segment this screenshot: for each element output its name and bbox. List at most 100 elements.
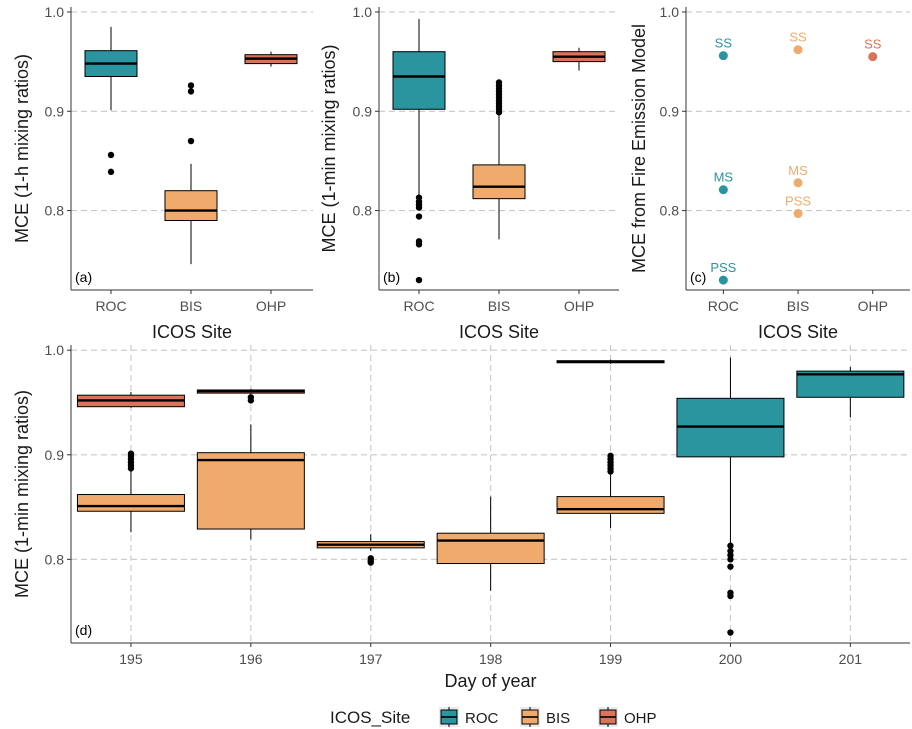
y-axis-label: MCE (1-min mixing ratios)	[12, 390, 32, 598]
scatter-point	[793, 178, 803, 188]
panel-b: 0.8 0.9 1.0 ROC BIS OHP ICOS Site MCE (1-min mi…	[319, 4, 619, 342]
panel-label: (c)	[690, 269, 706, 285]
outlier-point	[495, 79, 503, 86]
point-ROC-MS: MS	[714, 170, 734, 195]
y-tick-label: 0.9	[45, 447, 65, 463]
x-tick-label: 196	[239, 651, 263, 667]
y-tick-label: 0.8	[660, 203, 680, 219]
legend-title: ICOS_Site	[330, 708, 410, 727]
outlier-point	[187, 88, 195, 95]
point-label: SS	[864, 37, 882, 52]
legend-label: BIS	[546, 710, 570, 727]
y-tick-label: 1.0	[45, 4, 65, 20]
y-tick-label: 0.9	[45, 103, 65, 119]
x-tick-label: OHP	[858, 298, 888, 314]
box-ROC-200	[676, 357, 785, 636]
box-BIS-196	[196, 424, 305, 540]
x-tick-label: 197	[359, 651, 383, 667]
y-tick-label: 1.0	[660, 4, 680, 20]
x-tick-label: 200	[719, 651, 743, 667]
box-BIS-195	[76, 450, 185, 533]
outlier-point	[107, 151, 115, 159]
point-ROC-PSS: PSS	[710, 260, 737, 285]
point-label: SS	[789, 30, 807, 45]
x-axis-label: ICOS Site	[758, 322, 838, 342]
box-body	[472, 164, 526, 200]
y-tick-label: 0.9	[353, 103, 373, 119]
box-BIS	[164, 82, 218, 265]
x-tick-label: OHP	[256, 298, 286, 314]
legend: ICOS_Site ROC BIS OHP	[330, 707, 657, 727]
legend-item-ohp: OHP	[598, 707, 657, 727]
point-label: PSS	[710, 260, 736, 275]
legend-item-roc: ROC	[439, 707, 499, 727]
x-tick-label: BIS	[787, 298, 810, 314]
point-label: PSS	[785, 194, 811, 209]
outlier-point	[727, 563, 734, 570]
x-tick-label: ROC	[403, 298, 434, 314]
y-tick-label: 0.9	[660, 103, 680, 119]
outlier-point	[187, 82, 195, 89]
legend-item-bis: BIS	[520, 707, 570, 727]
box-body	[392, 51, 446, 110]
outlier-point	[727, 592, 734, 600]
box-ROC	[84, 26, 138, 176]
scatter-point	[793, 45, 803, 55]
box-body	[196, 452, 305, 530]
box-body	[436, 532, 545, 565]
point-ROC-SS: SS	[715, 36, 733, 61]
point-label: SS	[715, 36, 733, 51]
scatter-point	[718, 275, 728, 285]
outlier-point	[415, 213, 423, 220]
x-axis-label: ICOS Site	[152, 322, 232, 342]
y-tick-label: 0.8	[353, 203, 373, 219]
y-axis-label: MCE (1-h mixing ratios)	[12, 54, 32, 243]
x-tick-label: 199	[599, 651, 623, 667]
panel-label: (b)	[383, 269, 400, 285]
x-tick-label: 195	[119, 651, 143, 667]
outlier-point	[187, 137, 195, 145]
panel-label: (d)	[75, 622, 92, 638]
y-axis-label: MCE from Fire Emission Model	[629, 24, 649, 273]
x-tick-label: 201	[839, 651, 863, 667]
x-tick-label: ROC	[95, 298, 126, 314]
x-tick-label: BIS	[488, 298, 511, 314]
point-OHP-SS: SS	[864, 37, 882, 62]
box-body	[796, 370, 905, 398]
outlier-point	[727, 542, 734, 549]
box-OHP-196	[196, 388, 305, 404]
x-tick-label: 198	[479, 651, 503, 667]
box-BIS-197	[316, 534, 425, 566]
y-tick-label: 1.0	[353, 4, 373, 20]
point-label: MS	[788, 163, 808, 178]
box-ROC-199	[556, 359, 665, 364]
x-tick-label: OHP	[564, 298, 594, 314]
scatter-point	[718, 185, 728, 195]
outlier-point	[415, 276, 423, 284]
y-tick-label: 1.0	[45, 342, 65, 358]
box-body	[76, 494, 185, 512]
point-BIS-SS: SS	[789, 30, 807, 55]
box-ROC	[392, 18, 446, 284]
box-BIS-198	[436, 496, 545, 591]
panel-c: 0.8 0.9 1.0 ROC BIS OHP ICOS Site MCE from Fire…	[629, 4, 910, 342]
box-BIS	[472, 79, 526, 240]
outlier-point	[727, 629, 734, 636]
box-OHP-195	[76, 392, 185, 408]
x-axis-label: ICOS Site	[459, 322, 539, 342]
point-label: MS	[714, 170, 734, 185]
outlier-point	[107, 168, 115, 176]
box-ROC-201	[796, 366, 905, 418]
outlier-point	[247, 397, 255, 404]
scatter-point	[793, 209, 803, 219]
box-BIS-199	[556, 452, 665, 528]
legend-label: ROC	[465, 710, 499, 727]
point-BIS-MS: MS	[788, 163, 808, 188]
outlier-point	[127, 450, 135, 457]
outlier-point	[607, 452, 614, 460]
x-tick-label: BIS	[180, 298, 203, 314]
box-body	[556, 496, 665, 514]
legend-label: OHP	[624, 710, 657, 727]
x-tick-label: ROC	[708, 298, 739, 314]
